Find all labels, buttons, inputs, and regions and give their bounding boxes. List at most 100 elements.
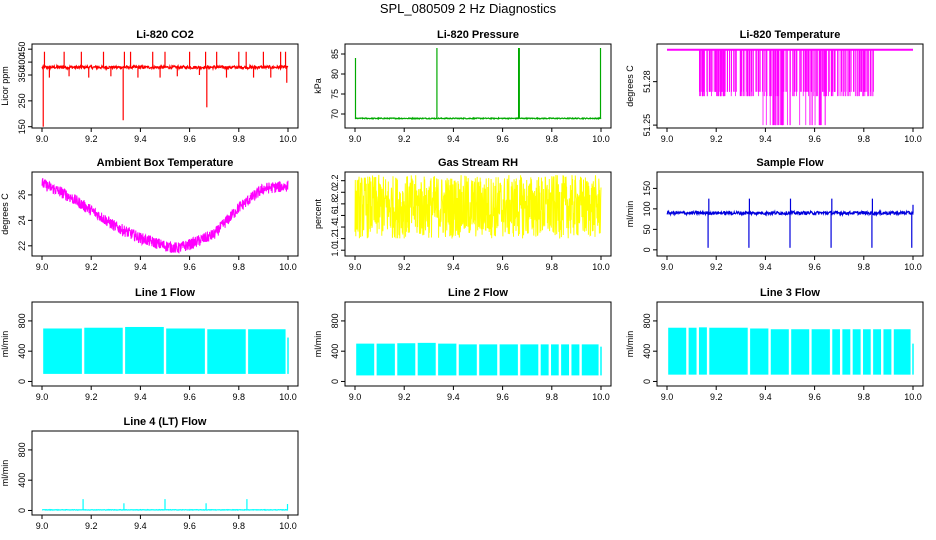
- y-tick-label: 800: [330, 313, 340, 328]
- y-axis-label: ml/min: [313, 331, 323, 358]
- plot-frame: [344, 171, 612, 257]
- x-tick-label: 9.0: [661, 392, 674, 402]
- x-tick-label: 9.0: [661, 134, 674, 144]
- y-tick-label: 2.0: [330, 186, 340, 199]
- flow-block: [709, 327, 748, 375]
- flow-block: [125, 326, 164, 374]
- flow-block: [540, 344, 549, 376]
- y-tick-label: 51.25: [642, 114, 652, 137]
- flow-block: [356, 343, 375, 376]
- x-tick-label: 9.4: [134, 521, 147, 531]
- x-tick-label: 10.0: [904, 134, 922, 144]
- panel-title: Li-820 CO2: [136, 29, 193, 41]
- flow-block: [84, 327, 123, 374]
- x-tick-label: 9.8: [546, 262, 559, 272]
- flow-block: [438, 343, 457, 376]
- x-tick-label: 9.0: [661, 262, 674, 272]
- y-tick-label: 800: [17, 313, 27, 328]
- plot-frame: [31, 430, 299, 516]
- flow-block: [417, 342, 436, 376]
- x-tick-label: 9.6: [183, 392, 196, 402]
- flow-block: [458, 344, 477, 376]
- plot-frame: [656, 43, 924, 129]
- x-tick-label: 9.0: [36, 262, 49, 272]
- y-tick-label: 1.8: [330, 198, 340, 211]
- x-tick-label: 9.0: [349, 392, 362, 402]
- series-line: [41, 178, 289, 254]
- flow-block: [43, 328, 82, 374]
- x-tick-label: 9.8: [233, 262, 246, 272]
- x-tick-label: 9.0: [349, 262, 362, 272]
- flow-block: [842, 329, 851, 375]
- series-line: [354, 116, 602, 121]
- data-series: [667, 48, 913, 126]
- x-tick-label: 10.0: [279, 521, 297, 531]
- x-tick-label: 9.4: [134, 392, 147, 402]
- y-axis-label: ml/min: [625, 201, 635, 228]
- y-tick-label: 70: [330, 109, 340, 119]
- y-tick-label: 50: [642, 224, 652, 234]
- plot-frame: [31, 171, 299, 257]
- panel-title: Li-820 Temperature: [740, 29, 841, 41]
- plot-frame: [31, 301, 299, 387]
- plot-frame: [656, 301, 924, 387]
- x-tick-label: 10.0: [904, 392, 922, 402]
- x-tick-label: 10.0: [279, 134, 297, 144]
- x-tick-label: 9.4: [447, 262, 460, 272]
- x-tick-label: 9.4: [134, 262, 147, 272]
- panel-sample_flow: Sample Flow ml/min 9.0 9.2 9.4 9.6 9.8 10.0 0 50 1…: [625, 157, 924, 272]
- x-tick-label: 9.6: [808, 134, 821, 144]
- x-tick-label: 9.2: [85, 262, 98, 272]
- x-tick-label: 9.8: [546, 392, 559, 402]
- figure-title: SPL_080509 2 Hz Diagnostics: [379, 1, 557, 16]
- plot-frame: [344, 43, 612, 129]
- x-tick-label: 9.8: [858, 134, 871, 144]
- y-tick-label: 85: [330, 49, 340, 59]
- flow-block: [770, 329, 789, 375]
- flow-block: [561, 344, 570, 376]
- y-tick-label: 0: [642, 379, 652, 384]
- x-tick-label: 9.2: [710, 262, 723, 272]
- y-tick-label: 350: [17, 67, 27, 82]
- x-tick-label: 9.0: [36, 521, 49, 531]
- flow-block: [688, 327, 697, 375]
- flow-block: [551, 344, 559, 376]
- y-tick-label: 80: [330, 69, 340, 79]
- series-line: [354, 174, 602, 239]
- x-tick-label: 9.2: [85, 392, 98, 402]
- flow-block: [376, 343, 395, 376]
- plot-frame: [31, 43, 299, 129]
- flow-block: [668, 327, 687, 375]
- y-tick-label: 24: [17, 215, 27, 225]
- x-tick-label: 10.0: [904, 262, 922, 272]
- flow-block: [791, 329, 810, 375]
- flow-block: [166, 328, 205, 374]
- x-tick-label: 9.2: [85, 134, 98, 144]
- x-tick-label: 9.2: [398, 262, 411, 272]
- panel-co2: Li-820 CO2 Licor ppm 9.0 9.2 9.4 9.6 9.8 10.0 15…: [0, 29, 299, 144]
- data-series: [354, 48, 602, 121]
- flow-block: [520, 344, 539, 376]
- flow-block: [479, 344, 498, 376]
- flow-block: [832, 329, 840, 375]
- y-tick-label: 0: [17, 379, 27, 384]
- y-tick-label: 0: [17, 508, 27, 513]
- panel-title: Line 3 Flow: [760, 287, 820, 299]
- y-tick-label: 1.0: [330, 244, 340, 257]
- x-tick-label: 9.8: [233, 134, 246, 144]
- y-tick-label: 250: [17, 93, 27, 108]
- panel-line1: Line 1 Flow ml/min 9.0 9.2 9.4 9.6 9.8 10.0 0 400…: [0, 287, 299, 402]
- y-tick-label: 400: [642, 344, 652, 359]
- data-series: [43, 326, 289, 374]
- y-tick-label: 100: [642, 201, 652, 216]
- y-tick-label: 800: [642, 313, 652, 328]
- y-tick-label: 150: [642, 181, 652, 196]
- panel-title: Sample Flow: [756, 157, 824, 169]
- x-tick-label: 9.2: [710, 392, 723, 402]
- x-tick-label: 9.2: [398, 392, 411, 402]
- panel-pressure: Li-820 Pressure kPa 9.0 9.2 9.4 9.6 9.8 10.0 70 7…: [313, 29, 612, 144]
- x-tick-label: 9.2: [398, 134, 411, 144]
- y-tick-label: 1.6: [330, 209, 340, 222]
- flow-block: [397, 343, 416, 376]
